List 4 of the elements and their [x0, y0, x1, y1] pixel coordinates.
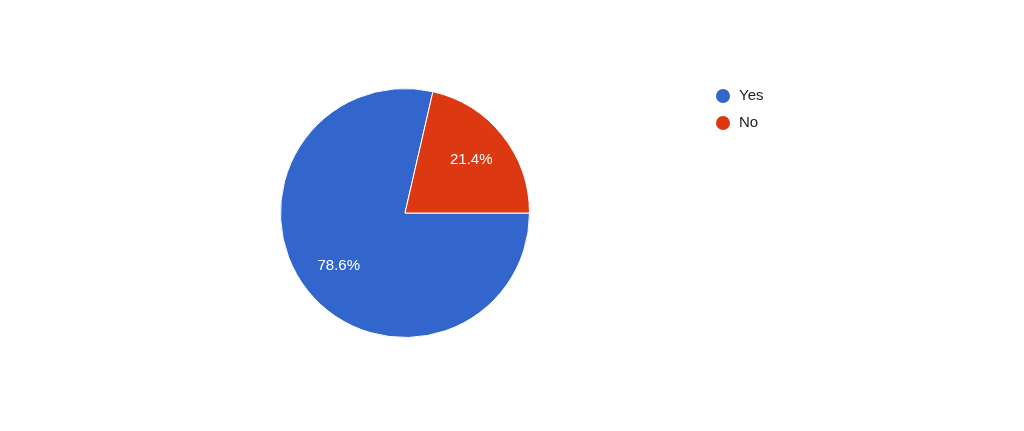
data-label: 78.6%: [317, 255, 361, 273]
legend-label: Yes: [739, 86, 764, 104]
data-label: 21.4%: [449, 150, 493, 168]
legend-label: No: [739, 113, 759, 131]
